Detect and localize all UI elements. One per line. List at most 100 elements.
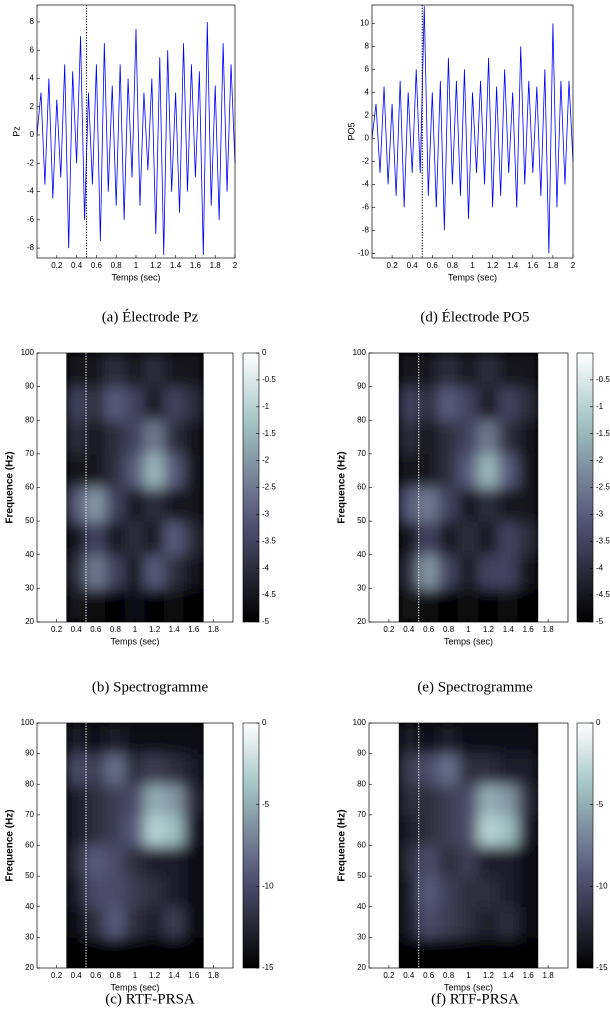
signal-line: [36, 21, 236, 256]
heat-cell: [144, 906, 165, 938]
colorbar-tick-label: -5: [596, 800, 604, 809]
colorbar-tick-label: -5: [262, 800, 270, 809]
heat-cell: [163, 753, 185, 785]
y-tick-label: 80: [25, 415, 34, 424]
x-tick-label: 1: [134, 261, 139, 270]
colorbar-tick-label: -3: [262, 510, 270, 519]
heat-cell: [517, 554, 539, 589]
heat-cell: [398, 906, 420, 938]
colorbar-tick-label: -4: [596, 563, 604, 572]
x-tick-label: 1.6: [523, 625, 535, 634]
x-axis-label: Temps (sec): [110, 982, 159, 992]
heat-cell: [183, 554, 204, 589]
y-tick-label: 100: [353, 718, 367, 727]
heat-cell: [144, 520, 165, 556]
x-tick-label: 0.8: [443, 971, 455, 980]
heat-cell: [517, 487, 539, 522]
heat-cell: [517, 814, 539, 846]
x-tick-label: 1.6: [188, 625, 200, 634]
heat-cell: [66, 353, 87, 388]
heat-cell: [398, 753, 420, 785]
heat-cell: [163, 783, 185, 816]
heat-cell: [497, 353, 519, 388]
colorbar-tick-label: -1: [262, 402, 270, 411]
heat-cell: [438, 554, 460, 589]
x-tick-label: 0.4: [403, 625, 415, 634]
heatmap: [66, 723, 204, 968]
heat-cell: [85, 723, 107, 755]
heat-cell: [517, 453, 539, 488]
colorbar-tick-label: -2.5: [262, 483, 276, 492]
heat-cell: [183, 783, 204, 816]
heat-cell: [477, 353, 499, 388]
heat-cell: [85, 814, 107, 846]
heat-cell: [124, 783, 146, 816]
heat-cell: [105, 936, 126, 968]
heat-cell: [66, 587, 87, 622]
heat-cell: [183, 587, 204, 622]
y-tick-label: 20: [25, 963, 34, 972]
x-axis-label: Temps (sec): [110, 636, 159, 646]
colorbar-tick-label: -4.5: [262, 590, 276, 599]
heat-cell: [477, 814, 499, 846]
colorbar-tick-label: -1.5: [262, 429, 276, 438]
x-tick-label: 1.4: [170, 261, 182, 270]
heat-cell: [477, 587, 499, 622]
heat-cell: [418, 936, 440, 968]
heat-cell: [66, 783, 87, 816]
heat-cell: [438, 587, 460, 622]
caption: (d) Électrode PO5: [420, 308, 529, 325]
heat-cell: [458, 453, 479, 488]
heat-cell: [398, 783, 420, 816]
heat-cell: [418, 386, 440, 421]
heat-cell: [124, 845, 146, 877]
heat-cell: [105, 453, 126, 488]
x-tick-label: 1.8: [208, 625, 220, 634]
y-tick-label: 8: [365, 42, 370, 51]
heat-cell: [66, 875, 87, 908]
heat-cell: [85, 845, 107, 877]
y-tick-label: 90: [357, 749, 366, 758]
heat-cell: [163, 353, 185, 388]
y-tick-label: 80: [357, 779, 366, 788]
heatmap: [398, 723, 539, 968]
x-tick-label: 0.6: [427, 261, 439, 270]
heat-cell: [183, 845, 204, 877]
heat-cell: [418, 554, 440, 589]
x-tick-label: 2: [233, 261, 238, 270]
x-tick-label: 1: [470, 261, 475, 270]
y-tick-label: 50: [25, 516, 34, 525]
heat-cell: [497, 487, 519, 522]
heat-cell: [85, 554, 107, 589]
colorbar-tick-label: 0: [262, 718, 267, 727]
heat-cell: [517, 906, 539, 938]
x-axis-label: Temps (sec): [111, 272, 160, 282]
y-axis-label: Frequence (Hz): [5, 451, 16, 523]
heat-cell: [418, 487, 440, 522]
x-tick-label: 0.2: [383, 971, 395, 980]
heat-cell: [398, 936, 420, 968]
heat-cell: [163, 906, 185, 938]
x-tick-label: 1: [466, 625, 471, 634]
heat-cell: [124, 520, 146, 556]
colorbar-tick-label: -5: [262, 617, 270, 626]
heat-cell: [458, 487, 479, 522]
heat-cell: [517, 875, 539, 908]
colorbar: [242, 722, 260, 969]
heat-cell: [85, 936, 107, 968]
heat-cell: [438, 753, 460, 785]
heat-cell: [458, 723, 479, 755]
y-tick-label: 60: [25, 483, 34, 492]
heat-cell: [105, 845, 126, 877]
heat-cell: [66, 554, 87, 589]
colorbar-tick-label: 0: [262, 348, 267, 357]
x-tick-label: 0.6: [90, 625, 102, 634]
y-tick-label: 60: [25, 841, 34, 850]
y-tick-label: 90: [25, 382, 34, 391]
heat-cell: [85, 419, 107, 455]
heat-cell: [517, 353, 539, 388]
x-tick-label: 0.4: [403, 971, 415, 980]
heat-cell: [438, 875, 460, 908]
heat-cell: [163, 845, 185, 877]
heat-cell: [497, 845, 519, 877]
